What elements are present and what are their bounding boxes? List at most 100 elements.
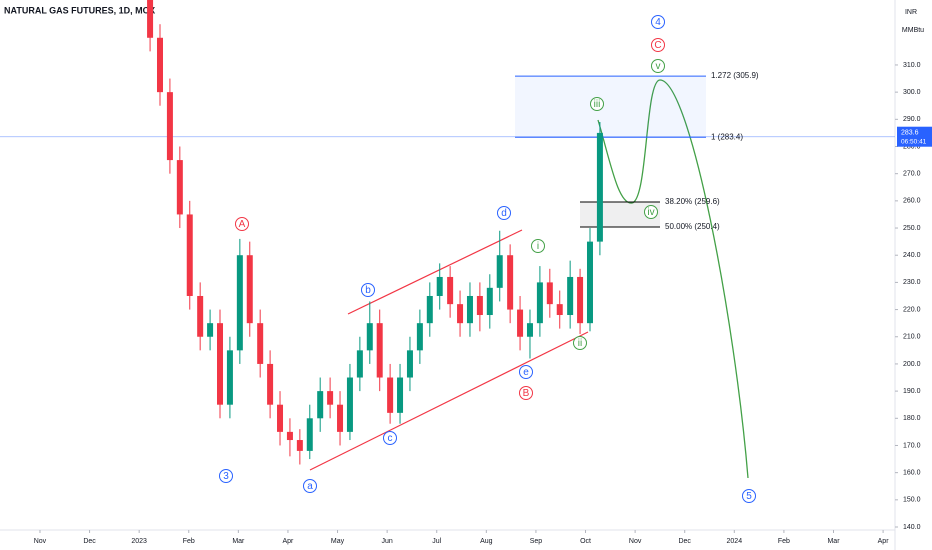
candle-body bbox=[346, 377, 353, 432]
candle-body bbox=[277, 404, 284, 432]
wave-circle bbox=[644, 205, 658, 219]
candle-body bbox=[577, 276, 584, 324]
y-tick-label: 300.0 bbox=[903, 89, 921, 96]
candle-body bbox=[476, 295, 483, 316]
candle-body bbox=[447, 276, 454, 305]
wave-circle bbox=[219, 469, 233, 483]
x-tick-label: 2023 bbox=[131, 538, 147, 545]
wave-label: a bbox=[307, 481, 313, 492]
candle-body bbox=[496, 255, 503, 288]
candle-body bbox=[197, 295, 204, 337]
wave-circle bbox=[235, 217, 249, 231]
candle-body bbox=[596, 132, 603, 242]
x-tick-label: Jun bbox=[381, 538, 392, 545]
chart-title: NATURAL GAS FUTURES, 1D, MCX bbox=[4, 5, 155, 15]
candle-body bbox=[236, 255, 243, 351]
candle-body bbox=[556, 304, 563, 316]
y-tick-label: 240.0 bbox=[903, 252, 921, 259]
x-tick-label: Feb bbox=[183, 538, 195, 545]
candle-body bbox=[186, 214, 193, 296]
candle-body bbox=[226, 350, 233, 405]
x-tick-label: Apr bbox=[282, 538, 294, 545]
wave-circle bbox=[531, 239, 545, 253]
wave-circle bbox=[303, 479, 317, 493]
last-price-box bbox=[897, 126, 932, 147]
y-tick-label: 200.0 bbox=[903, 361, 921, 368]
wave-circle bbox=[651, 59, 665, 73]
candle-body bbox=[366, 323, 373, 351]
x-tick-label: Apr bbox=[878, 538, 890, 545]
wave-label: i bbox=[537, 241, 539, 252]
wave-circle bbox=[742, 489, 756, 503]
wave-label: B bbox=[523, 388, 530, 399]
wave-circle bbox=[361, 283, 375, 297]
candle-body bbox=[176, 160, 183, 215]
x-tick-label: Feb bbox=[778, 538, 790, 545]
wave-label: d bbox=[501, 208, 507, 219]
candle-body bbox=[356, 350, 363, 378]
candle-body bbox=[406, 350, 413, 378]
y-tick-label: 220.0 bbox=[903, 306, 921, 313]
candle-body bbox=[436, 276, 443, 296]
candle-body bbox=[166, 92, 173, 161]
candle-body bbox=[517, 309, 524, 337]
wave-label: 5 bbox=[746, 491, 752, 502]
candle-body bbox=[426, 295, 433, 324]
y-tick-label: 140.0 bbox=[903, 524, 921, 531]
candle-body bbox=[397, 377, 404, 413]
y-tick-label: 150.0 bbox=[903, 497, 921, 504]
x-tick-label: May bbox=[331, 538, 345, 545]
x-tick-label: 2024 bbox=[727, 538, 743, 545]
y-tick-label: 310.0 bbox=[903, 62, 921, 69]
wave-circle bbox=[519, 365, 533, 379]
candle-body bbox=[507, 255, 514, 310]
candle-body bbox=[296, 440, 303, 451]
x-tick-label: Jul bbox=[432, 538, 441, 545]
wave-label: v bbox=[656, 61, 661, 72]
candle-body bbox=[147, 0, 154, 38]
channel-upper bbox=[347, 229, 523, 315]
wave-circle bbox=[519, 386, 533, 400]
fib-label: 50.00% (250.4) bbox=[665, 222, 720, 231]
candle-body bbox=[457, 304, 464, 324]
y-tick-label: 170.0 bbox=[903, 442, 921, 449]
y-tick-label: 230.0 bbox=[903, 279, 921, 286]
candle-body bbox=[387, 377, 394, 413]
x-tick-label: Mar bbox=[232, 538, 245, 545]
candle-body bbox=[567, 276, 574, 316]
fib-label: 1 (283.4) bbox=[711, 132, 743, 141]
x-tick-label: Dec bbox=[83, 538, 96, 545]
candle-body bbox=[246, 255, 253, 324]
candle-body bbox=[526, 323, 533, 337]
wave-label: b bbox=[365, 285, 371, 296]
wave-label: C bbox=[654, 40, 661, 51]
wave-label: e bbox=[523, 367, 529, 378]
countdown-label: 06:50:41 bbox=[901, 138, 927, 145]
y-tick-label: 160.0 bbox=[903, 469, 921, 476]
candle-body bbox=[327, 391, 334, 405]
x-tick-label: Sep bbox=[530, 538, 543, 545]
y-tick-label: 290.0 bbox=[903, 116, 921, 123]
x-tick-label: Nov bbox=[34, 538, 47, 545]
y-tick-label: 250.0 bbox=[903, 225, 921, 232]
candle-body bbox=[267, 363, 274, 405]
candle-body bbox=[376, 323, 383, 378]
candle-body bbox=[546, 282, 553, 305]
y-tick-label: 210.0 bbox=[903, 334, 921, 341]
candle-body bbox=[257, 323, 264, 364]
wave-circle bbox=[497, 206, 511, 220]
candle-body bbox=[486, 287, 493, 316]
candle-body bbox=[466, 295, 473, 324]
candle-body bbox=[156, 37, 163, 93]
y-tick-label: 260.0 bbox=[903, 198, 921, 205]
candle-body bbox=[586, 241, 593, 324]
wave-circle bbox=[590, 97, 604, 111]
wave-circle bbox=[573, 336, 587, 350]
candle-body bbox=[217, 323, 224, 405]
fib-zone bbox=[515, 76, 706, 138]
projection-path bbox=[597, 79, 749, 479]
wave-label: 3 bbox=[223, 471, 229, 482]
currency: INR bbox=[905, 9, 917, 16]
